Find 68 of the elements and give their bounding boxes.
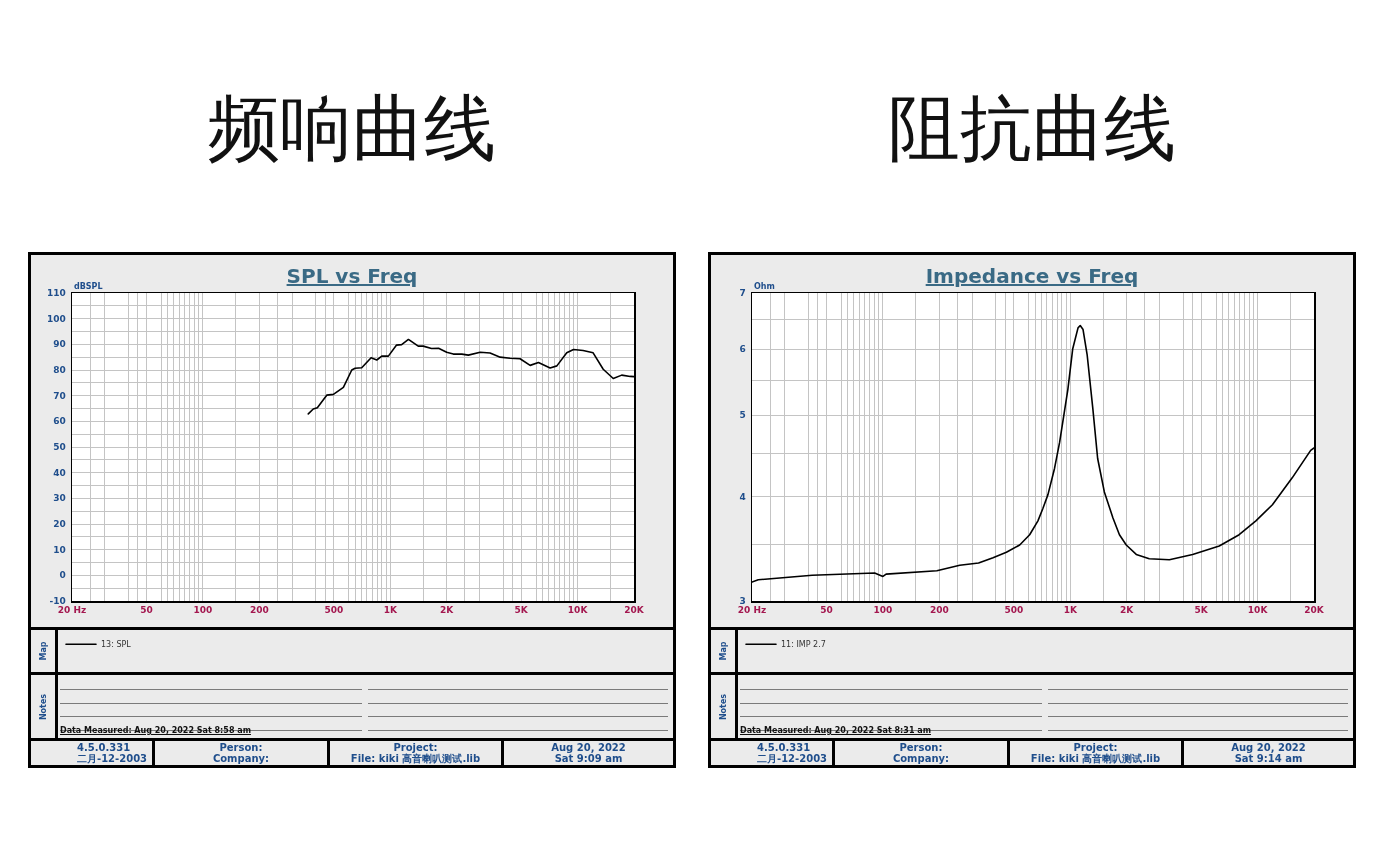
- y-tick-label: 60: [53, 416, 66, 427]
- y-tick-label: 10: [53, 544, 66, 555]
- y-tick-label: 7: [739, 288, 746, 299]
- text: 二月-12-2003: [77, 753, 148, 765]
- legend-label: 11: IMP 2.7: [781, 640, 826, 650]
- text: 4.5.0.331: [77, 741, 131, 753]
- chart-title: 阻抗曲线: [887, 86, 1177, 170]
- text: Map: [718, 641, 728, 661]
- text: Data Measured: Aug 20, 2022 Sat 8:31 am: [740, 726, 931, 735]
- text: Aug 20, 2022: [551, 741, 626, 753]
- x-tick-label: 100: [193, 605, 213, 616]
- text: Project:: [393, 741, 438, 753]
- chart-subtitle: Impedance vs Freq: [925, 264, 1139, 288]
- y-tick-label: 0: [59, 570, 66, 581]
- chart-subtitle: SPL vs Freq: [286, 264, 418, 288]
- y-tick-label: 110: [46, 288, 66, 299]
- x-tick-label: 1K: [383, 605, 398, 616]
- text: Project:: [1073, 741, 1118, 753]
- y-axis-title: Ohm: [754, 282, 775, 291]
- y-tick-label: -10: [49, 596, 66, 607]
- text: Data Measured: Aug 20, 2022 Sat 8:58 am: [60, 726, 251, 735]
- x-tick-label: 2K: [1120, 605, 1135, 616]
- x-tick-label: 20K: [1304, 605, 1325, 616]
- y-tick-label: 6: [739, 344, 746, 355]
- chart-title: 频响曲线: [207, 86, 497, 170]
- x-tick-label: 100: [873, 605, 893, 616]
- y-tick-label: 50: [53, 442, 66, 453]
- y-tick-label: 80: [53, 365, 66, 376]
- y-tick-label: 5: [739, 410, 746, 421]
- text: Sat 9:09 am: [554, 753, 623, 765]
- text: File: kiki 高音喇叭测试.lib: [1030, 753, 1161, 765]
- x-tick-label: 200: [929, 605, 949, 616]
- text: 4.5.0.331: [757, 741, 811, 753]
- x-tick-label: 20 Hz: [737, 605, 767, 616]
- x-tick-label: 50: [820, 605, 833, 616]
- y-tick-label: 30: [53, 493, 66, 504]
- x-tick-label: 20 Hz: [57, 605, 87, 616]
- x-tick-label: 1K: [1063, 605, 1078, 616]
- y-tick-label: 70: [53, 390, 66, 401]
- x-tick-label: 5K: [1194, 605, 1209, 616]
- text: Aug 20, 2022: [1231, 741, 1306, 753]
- y-tick-label: 4: [739, 491, 746, 502]
- text: Notes: [38, 693, 48, 720]
- x-tick-label: 200: [249, 605, 269, 616]
- text: 二月-12-2003: [757, 753, 828, 765]
- x-tick-label: 2K: [440, 605, 455, 616]
- y-tick-label: 90: [53, 339, 66, 350]
- text: Map: [38, 641, 48, 661]
- text: Notes: [718, 693, 728, 720]
- y-tick-label: 100: [46, 313, 66, 324]
- text: Company:: [892, 753, 950, 765]
- y-tick-label: 40: [53, 467, 66, 478]
- x-tick-label: 10K: [1247, 605, 1269, 616]
- text: Person:: [899, 741, 943, 753]
- y-tick-label: 20: [53, 519, 66, 530]
- text: Company:: [212, 753, 270, 765]
- y-tick-label: 3: [739, 596, 746, 607]
- x-tick-label: 500: [324, 605, 344, 616]
- x-tick-label: 10K: [567, 605, 589, 616]
- text: File: kiki 高音喇叭测试.lib: [350, 753, 481, 765]
- x-tick-label: 20K: [624, 605, 645, 616]
- x-tick-label: 500: [1004, 605, 1024, 616]
- text: Person:: [219, 741, 263, 753]
- text: Sat 9:14 am: [1234, 753, 1303, 765]
- y-axis-title: dBSPL: [74, 282, 103, 291]
- legend-label: 13: SPL: [101, 640, 132, 650]
- x-tick-label: 50: [140, 605, 153, 616]
- x-tick-label: 5K: [514, 605, 529, 616]
